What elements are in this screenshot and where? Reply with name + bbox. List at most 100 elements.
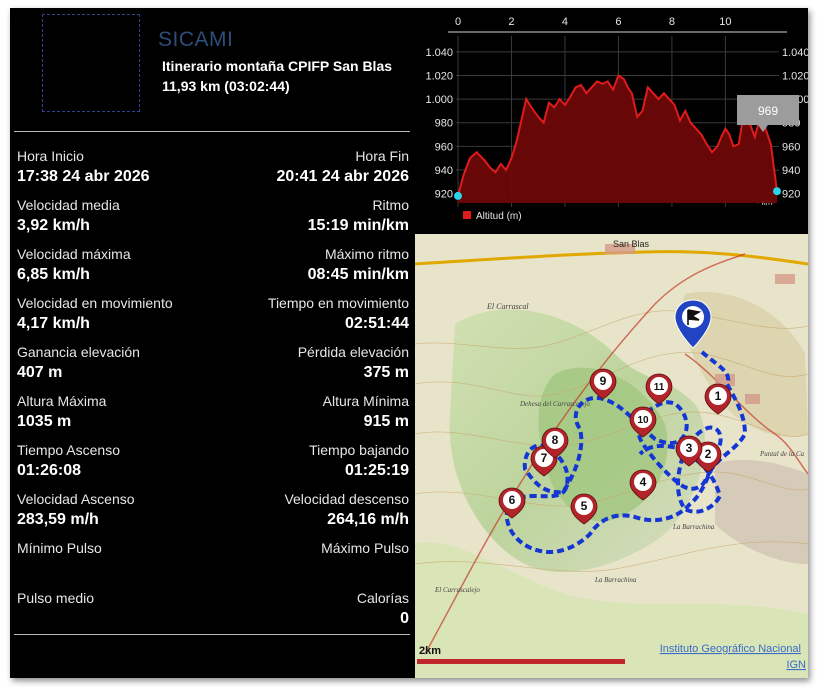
map-label-san-blas: San Blas bbox=[613, 239, 650, 249]
stat-label-descent-speed: Velocidad descenso bbox=[284, 491, 409, 507]
stat-value-calories: 0 bbox=[400, 610, 409, 627]
waypoint-label: 2 bbox=[705, 447, 712, 461]
stat-label-elevation-gain: Ganancia elevación bbox=[17, 344, 140, 360]
legend-label: Altitud (m) bbox=[476, 211, 522, 222]
waypoint-pin-9[interactable]: 9 bbox=[589, 368, 617, 400]
waypoint-pin-4[interactable]: 4 bbox=[629, 469, 657, 501]
waypoint-pin-6[interactable]: 6 bbox=[498, 487, 526, 519]
stat-label-end-time: Hora Fin bbox=[355, 148, 409, 164]
start-flag-pin[interactable] bbox=[674, 299, 712, 349]
elevation-chart[interactable]: 02468109209209409409609609809801.0001.00… bbox=[415, 8, 808, 233]
elevation-line bbox=[457, 73, 778, 197]
stat-row-time: Hora Inicio 17:38 24 abr 2026 Hora Fin 2… bbox=[17, 148, 409, 194]
chart-x-tick: 10 bbox=[719, 16, 731, 28]
chart-tooltip-value: 969 bbox=[758, 104, 778, 118]
stat-row-elevation: Ganancia elevación 407 m Pérdida elevaci… bbox=[17, 344, 409, 390]
stat-value-descent-speed: 264,16 m/h bbox=[327, 511, 409, 528]
app-name: SICAMI bbox=[158, 28, 234, 51]
chart-y-tick-right: 960 bbox=[782, 141, 800, 153]
waypoint-label: 1 bbox=[715, 389, 722, 403]
stat-label-start-time: Hora Inicio bbox=[17, 148, 84, 164]
waypoint-pin-10[interactable]: 10 bbox=[629, 406, 657, 438]
stat-value-max-speed: 6,85 km/h bbox=[17, 266, 90, 283]
stat-label-ascent-time: Tiempo Ascenso bbox=[17, 442, 120, 458]
stat-label-avg-speed: Velocidad media bbox=[17, 197, 120, 213]
stat-label-avg-pulse: Pulso medio bbox=[17, 590, 95, 606]
map-attribution-ign[interactable]: IGN bbox=[786, 659, 806, 671]
waypoint-label: 9 bbox=[600, 374, 607, 388]
route-track bbox=[504, 350, 748, 555]
stat-value-avg-speed: 3,92 km/h bbox=[17, 217, 90, 234]
chart-y-tick-right: 920 bbox=[782, 189, 800, 201]
chart-endpoint-marker bbox=[454, 191, 462, 200]
stat-label-elevation-loss: Pérdida elevación bbox=[297, 344, 409, 360]
elevation-area bbox=[458, 75, 777, 203]
divider-bottom bbox=[14, 634, 410, 635]
stat-value-descent-time: 01:25:19 bbox=[344, 462, 409, 479]
stat-value-max-altitude: 1035 m bbox=[17, 413, 72, 430]
route-map[interactable]: San Blas El Carrascal Dehesa del Carrasc… bbox=[415, 234, 808, 678]
stat-value-ascent-speed: 283,59 m/h bbox=[17, 511, 99, 528]
route-title: Itinerario montaña CPIFP San Blas bbox=[162, 58, 393, 74]
map-label-puntal: Puntal de la Ca bbox=[759, 450, 805, 458]
stat-value-end-time: 20:41 24 abr 2026 bbox=[276, 168, 409, 185]
chart-y-tick-left: 1.000 bbox=[425, 94, 453, 106]
chart-x-tick: 2 bbox=[508, 16, 514, 28]
waypoint-label: 11 bbox=[654, 382, 665, 393]
legend-swatch bbox=[463, 211, 471, 219]
map-label-la-barrachina-1: La Barrachina bbox=[672, 523, 715, 531]
stat-row-pulse: Mínimo Pulso Máximo Pulso bbox=[17, 540, 409, 586]
stat-row-max-speed: Velocidad máxima 6,85 km/h Máximo ritmo … bbox=[17, 246, 409, 292]
stat-label-min-pulse: Mínimo Pulso bbox=[17, 540, 102, 556]
stat-value-max-pace: 08:45 min/km bbox=[307, 266, 409, 283]
stat-value-min-altitude: 915 m bbox=[363, 413, 409, 430]
stat-value-pace: 15:19 min/km bbox=[307, 217, 409, 234]
waypoint-pin-1[interactable]: 1 bbox=[704, 383, 732, 415]
waypoint-label: 7 bbox=[541, 451, 548, 465]
map-label-el-carrascalejo: El Carrascalejo bbox=[434, 586, 480, 594]
route-summary: 11,93 km (03:02:44) bbox=[162, 78, 290, 94]
waypoint-label: 5 bbox=[581, 499, 588, 513]
map-scale-label: 2km bbox=[419, 645, 441, 657]
waypoint-pin-7[interactable]: 7 bbox=[530, 445, 558, 477]
stat-row-avg-pulse: Pulso medio Calorías 0 bbox=[17, 590, 409, 636]
chart-y-tick-right: 1.040 bbox=[782, 47, 808, 59]
waypoint-pin-11[interactable]: 11 bbox=[645, 373, 673, 405]
divider-top bbox=[14, 131, 410, 132]
stat-label-moving-speed: Velocidad en movimiento bbox=[17, 295, 173, 311]
waypoint-pin-5[interactable]: 5 bbox=[570, 493, 598, 525]
map-label-dehesa: Dehesa del Carrascalejo bbox=[519, 400, 590, 408]
waypoint-pin-8[interactable]: 8 bbox=[541, 427, 569, 459]
flag-icon bbox=[687, 309, 702, 325]
chart-y-tick-right: 940 bbox=[782, 165, 800, 177]
chart-y-tick-left: 920 bbox=[435, 189, 453, 201]
chart-tooltip bbox=[737, 95, 799, 125]
chart-y-tick-left: 960 bbox=[435, 141, 453, 153]
stat-value-start-time: 17:38 24 abr 2026 bbox=[17, 168, 150, 185]
stat-label-descent-time: Tiempo bajando bbox=[309, 442, 409, 458]
stat-label-pace: Ritmo bbox=[372, 197, 409, 213]
stat-value-elevation-loss: 375 m bbox=[363, 364, 409, 381]
stat-label-min-altitude: Altura Mínima bbox=[322, 393, 409, 409]
map-label-la-barrachina-2: La Barrachina bbox=[594, 576, 637, 584]
stats-panel: SICAMI Itinerario montaña CPIFP San Blas… bbox=[10, 8, 415, 678]
chart-y-tick-left: 940 bbox=[435, 165, 453, 177]
stat-value-moving-time: 02:51:44 bbox=[344, 315, 409, 332]
chart-y-tick-left: 1.020 bbox=[425, 71, 453, 83]
map-scale-bar bbox=[417, 659, 625, 664]
stat-label-max-pace: Máximo ritmo bbox=[324, 246, 409, 262]
waypoint-pin-3[interactable]: 3 bbox=[675, 435, 703, 467]
chart-y-tick-left: 980 bbox=[435, 118, 453, 130]
waypoint-label: 6 bbox=[509, 493, 516, 507]
logo-placeholder bbox=[42, 14, 140, 112]
stat-label-ascent-speed: Velocidad Ascenso bbox=[17, 491, 135, 507]
map-attribution-link[interactable]: Instituto Geográfico Nacional bbox=[660, 643, 801, 655]
stat-value-elevation-gain: 407 m bbox=[17, 364, 63, 381]
stat-row-moving: Velocidad en movimiento 4,17 km/h Tiempo… bbox=[17, 295, 409, 341]
stat-row-avg-speed: Velocidad media 3,92 km/h Ritmo 15:19 mi… bbox=[17, 197, 409, 243]
stat-label-max-altitude: Altura Máxima bbox=[17, 393, 107, 409]
stat-label-max-speed: Velocidad máxima bbox=[17, 246, 131, 262]
chart-y-tick-right: 1.020 bbox=[782, 71, 808, 83]
stat-label-calories: Calorías bbox=[356, 590, 409, 606]
chart-tooltip-pointer bbox=[758, 125, 768, 132]
